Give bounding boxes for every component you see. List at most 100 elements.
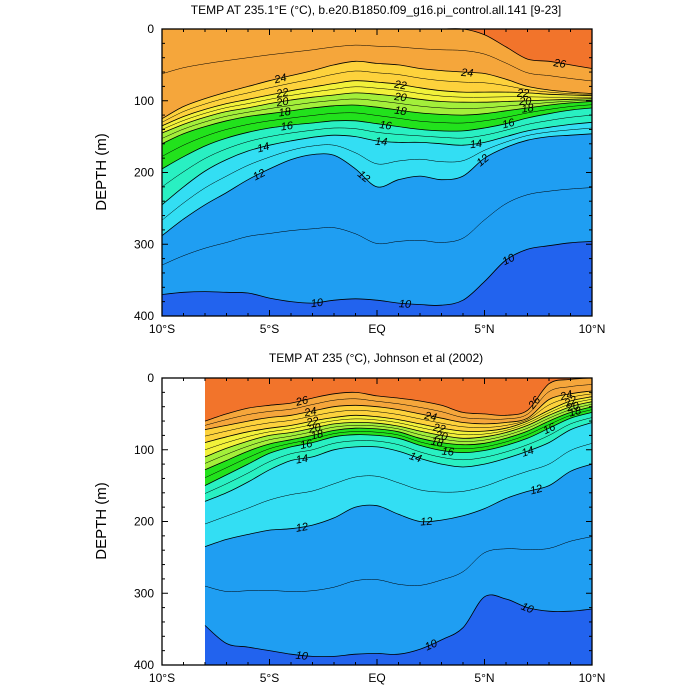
isotherm-18 (204, 406, 593, 471)
isotherm-10 (204, 594, 593, 658)
contour-label: 20 (275, 95, 291, 109)
isotherm-24 (204, 390, 593, 431)
contour-label: 24 (272, 72, 288, 87)
chart-title: TEMP AT 235 (°C), Johnson et al (2002) (269, 351, 483, 365)
y-tick-label: 400 (134, 658, 154, 672)
contour-label: 14 (520, 445, 535, 460)
contour-label: 18 (521, 102, 536, 116)
isotherm-intermediate (204, 443, 593, 525)
contour-label: 20 (518, 96, 533, 108)
isotherm-16 (161, 107, 593, 170)
isotherm-22 (161, 80, 593, 127)
contour-label: 26 (552, 57, 568, 71)
isotherm-intermediate (204, 393, 593, 437)
contour-label: 18 (394, 105, 409, 119)
isotherm-24 (161, 60, 593, 120)
y-tick-label: 100 (134, 94, 154, 108)
isotherm-intermediate (204, 409, 593, 478)
isotherm-intermediate (204, 403, 593, 464)
contour-label: 22 (274, 86, 289, 100)
contour-label: 22 (431, 422, 446, 436)
y-tick-label: 0 (147, 22, 154, 36)
contour-label: 14 (375, 136, 388, 149)
contour-label: 18 (430, 436, 445, 450)
tick-layer: 10°S 5°S EQ 5°N 10°N 0 100 200 300 400 (134, 22, 605, 336)
isotherm-14 (161, 121, 593, 206)
contour-label: 10 (500, 251, 517, 268)
contour-label: 12 (529, 483, 544, 498)
contour-label: 20 (393, 91, 409, 105)
contour-line-layer (204, 377, 593, 658)
isotherm-12 (204, 463, 593, 547)
x-tick-label: 10°S (149, 671, 175, 685)
isotherm-14 (204, 422, 593, 502)
contour-label: 22 (516, 87, 530, 99)
isotherm-intermediate (161, 187, 593, 266)
x-tick-label: 5°N (474, 671, 494, 685)
y-tick-label: 300 (134, 586, 154, 600)
contour-label: 24 (302, 405, 317, 419)
isotherm-intermediate (161, 70, 593, 123)
contour-fill-layer (205, 378, 592, 665)
isotherm-intermediate (204, 398, 593, 451)
tick-layer: 10°S 5°S EQ 5°N 10°N 0 100 200 300 400 (134, 371, 605, 685)
isotherm-intermediate (204, 384, 593, 426)
contour-line-layer (161, 28, 593, 306)
contour-label: 16 (299, 438, 314, 452)
contour-label: 12 (420, 516, 433, 529)
y-tick-label: 100 (134, 443, 154, 457)
isotherm-20 (204, 401, 593, 458)
isotherm-intermediate (204, 536, 593, 592)
contour-label: 16 (441, 446, 455, 459)
contour-label: 20 (565, 400, 581, 415)
contour-label: 20 (433, 429, 449, 444)
y-axis-label: DEPTH (m) (93, 482, 110, 560)
isotherm-intermediate (204, 417, 593, 494)
contour-label: 14 (408, 450, 423, 465)
contour-label: 16 (379, 119, 394, 133)
y-tick-label: 0 (147, 371, 154, 385)
contour-label: 12 (295, 521, 309, 535)
y-tick-label: 400 (134, 309, 154, 323)
x-tick-label: 5°S (260, 322, 279, 336)
isotherm-intermediate (161, 86, 592, 130)
isotherm-20 (161, 92, 593, 134)
isotherm-26 (204, 377, 593, 422)
isotherm-18 (161, 101, 593, 145)
isotherm-intermediate (161, 127, 593, 221)
x-tick-label: 5°N (474, 322, 494, 336)
y-tick-label: 300 (134, 237, 154, 251)
contour-label: 22 (562, 394, 579, 410)
isotherm-12 (161, 133, 593, 236)
contour-label: 16 (501, 116, 517, 131)
panel-model: TEMP AT 235.1°E (°C), b.e20.B1850.f09_g1… (93, 3, 605, 336)
contour-label: 24 (422, 410, 437, 424)
x-tick-label: 5°S (260, 671, 279, 685)
isotherm-intermediate (161, 114, 593, 188)
contour-label: 14 (295, 453, 309, 467)
isotherm-intermediate (161, 44, 593, 82)
isotherm-10 (161, 241, 593, 306)
x-tick-label: 10°N (579, 322, 606, 336)
contour-label: 26 (294, 394, 310, 409)
contour-band-below-12 (162, 133, 592, 316)
contour-fill-layer (162, 28, 592, 317)
contour-label: 18 (568, 405, 584, 420)
contour-label: 24 (460, 67, 474, 80)
contour-label: 14 (256, 141, 271, 156)
contour-label: 10 (310, 297, 325, 311)
x-tick-label: EQ (368, 671, 385, 685)
contour-label: 14 (469, 138, 483, 152)
contour-label: 22 (392, 78, 407, 92)
contour-label: 24 (558, 388, 574, 403)
x-tick-label: EQ (368, 322, 385, 336)
x-tick-label: 10°S (149, 322, 175, 336)
contour-label: 20 (307, 422, 323, 437)
isotherm-22 (204, 396, 593, 443)
isotherm-intermediate (161, 98, 593, 139)
contour-label: 18 (310, 428, 325, 443)
y-tick-label: 200 (134, 515, 154, 529)
